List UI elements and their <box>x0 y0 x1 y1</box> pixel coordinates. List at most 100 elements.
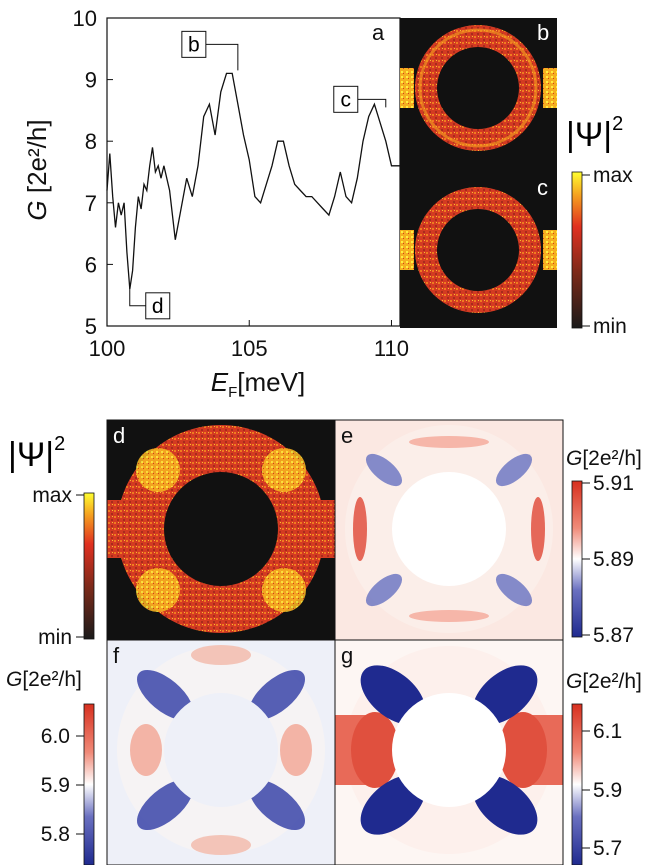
panel-e-lobe-bottom <box>409 610 489 622</box>
panel-f-lobe-bottom <box>191 835 251 855</box>
panel-d-letter: d <box>113 423 125 448</box>
colorbar-g-label-0: 6.1 <box>593 720 622 743</box>
panel-b-lead-right <box>543 68 557 108</box>
callout-box-d <box>145 292 171 320</box>
panel-e <box>335 420 563 640</box>
panel-c-lead-left <box>400 230 414 270</box>
panel-f-blue-br <box>248 779 306 831</box>
panel-b-lead-left <box>400 68 414 108</box>
colorbar-psi-left: max min <box>32 484 95 649</box>
callout-leader-c <box>357 98 387 108</box>
psi-label-top-text: |Ψ|2 <box>566 113 623 154</box>
panel-e-blue-tl <box>365 453 403 487</box>
y-tick-label: 8 <box>85 129 97 154</box>
colorbar-e: G[2e²/h] 5.91 5.89 5.87 <box>566 447 642 647</box>
panel-c-hole <box>437 209 519 291</box>
colorbar-psi-left-bar <box>83 492 95 640</box>
panel-d-hotspot-br <box>262 568 306 612</box>
x-axis-title: EF[meV] <box>211 367 305 401</box>
colorbar-f-label-2: 5.8 <box>41 823 70 846</box>
colorbar-psi-left-max: max <box>32 484 72 507</box>
colorbar-e-title: G[2e²/h] <box>566 447 642 470</box>
panel-f-letter: f <box>113 643 120 668</box>
colorbar-psi-top: max min <box>571 164 633 338</box>
panel-d-hole <box>164 472 278 586</box>
panel-f-hole <box>164 693 278 807</box>
panel-e-letter: e <box>341 423 353 448</box>
colorbar-psi-top-bar <box>571 171 583 329</box>
callout-leader-d <box>129 287 146 307</box>
colorbar-g-title: G[2e²/h] <box>566 670 642 693</box>
callout-box-c <box>333 85 359 113</box>
colorbar-f-bar <box>83 703 95 865</box>
x-axis-ticks: 100 105 110 <box>89 320 409 361</box>
panel-d-hotspot-bl <box>136 568 180 612</box>
psi-label-left: |Ψ|2 <box>8 433 65 474</box>
panel-b-hole <box>437 47 519 129</box>
panel-f-lobe-left <box>130 724 162 776</box>
x-tick-label: 105 <box>231 336 268 361</box>
panel-g-lobe-right <box>499 712 547 788</box>
colorbar-e-bar <box>571 480 583 638</box>
callout-label-c: c <box>341 88 352 111</box>
y-axis-title: G [2e²/h] <box>22 119 52 220</box>
panel-d <box>107 420 335 640</box>
y-tick-label: 10 <box>73 6 97 31</box>
panel-f-lobe-right <box>280 724 312 776</box>
panel-b: b <box>400 18 557 173</box>
panel-e-lobe-top <box>409 436 489 448</box>
colorbar-f: G[2e²/h] 6.0 5.9 5.8 <box>6 668 95 865</box>
svg-text:G [2e²/h]: G [2e²/h] <box>22 119 52 220</box>
panel-f-blue-bl <box>136 779 194 831</box>
colorbar-f-label-0: 6.0 <box>41 725 70 748</box>
colorbar-f-title: G[2e²/h] <box>6 668 82 691</box>
colorbar-g-label-1: 5.9 <box>593 779 622 802</box>
colorbar-f-label-1: 5.9 <box>41 774 70 797</box>
callout-leader-b <box>205 43 239 71</box>
colorbar-psi-top-min: min <box>593 315 627 338</box>
panel-e-blue-br <box>495 573 533 607</box>
y-axis-ticks: 5 6 7 8 9 10 <box>73 6 113 339</box>
panel-f <box>107 640 335 865</box>
x-tick-label: 110 <box>374 336 409 361</box>
panel-e-hole <box>392 472 506 586</box>
psi-label-left-text: |Ψ|2 <box>8 433 65 474</box>
panel-f-lobe-top <box>191 645 251 665</box>
panel-a-letter: a <box>372 20 385 45</box>
panel-b-letter: b <box>537 20 549 45</box>
x-tick-label: 100 <box>89 336 126 361</box>
panel-g-letter: g <box>341 643 353 668</box>
y-tick-label: 6 <box>85 252 97 277</box>
panel-e-lobe-right <box>531 497 545 561</box>
panel-c: c <box>400 173 557 328</box>
callout-label-d: d <box>152 295 164 318</box>
panel-a-frame <box>106 17 401 327</box>
colorbar-g-label-2: 5.7 <box>593 837 622 860</box>
panel-e-lobe-left <box>353 497 367 561</box>
y-tick-label: 9 <box>85 68 97 93</box>
panel-c-lead-right <box>543 230 557 270</box>
panel-g-hole <box>392 693 506 807</box>
panel-e-blue-bl <box>365 573 403 607</box>
panel-g-lobe-left <box>351 712 399 788</box>
colorbar-e-label-2: 5.87 <box>593 624 634 647</box>
panel-b-ring-band <box>418 28 538 148</box>
panel-g <box>335 640 563 865</box>
panel-a: 5 6 7 8 9 10 100 105 110 b c d a G [2e²/h] EF[meV… <box>22 6 409 401</box>
colorbar-psi-left-min: min <box>38 626 72 649</box>
panel-f-blue-tr <box>248 669 306 721</box>
y-tick-label: 7 <box>85 191 97 216</box>
y-tick-label: 5 <box>85 314 97 339</box>
colorbar-g: G[2e²/h] 6.1 5.9 5.7 <box>566 670 642 865</box>
conductance-line <box>106 72 400 290</box>
callout-label-b: b <box>188 33 200 56</box>
panel-c-letter: c <box>537 175 548 200</box>
psi-label-top: |Ψ|2 <box>566 113 623 154</box>
colorbar-g-bar <box>571 703 583 865</box>
colorbar-e-label-1: 5.89 <box>593 548 634 571</box>
panel-f-blue-tl <box>136 669 194 721</box>
callout-box-b <box>181 30 207 58</box>
colorbar-psi-top-max: max <box>593 164 633 187</box>
